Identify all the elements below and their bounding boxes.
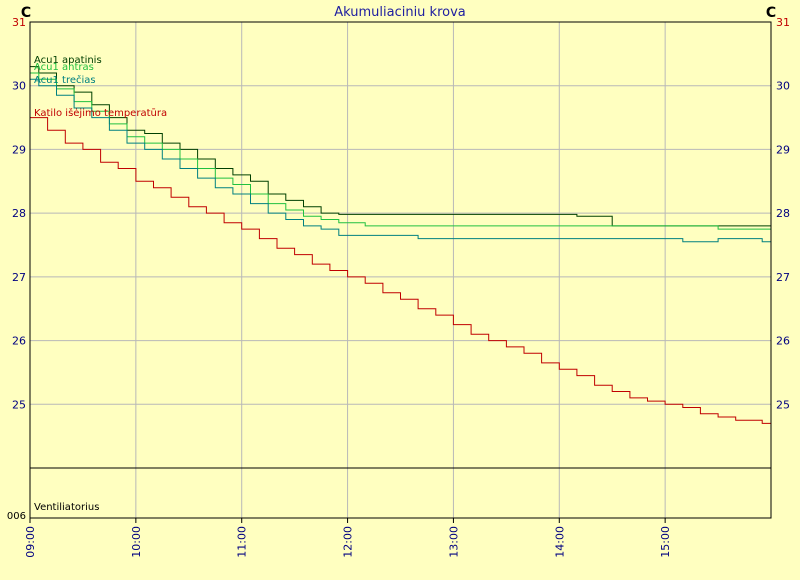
y-tick-label-right: 31 [776, 16, 790, 29]
y-tick-label-left: 28 [12, 207, 26, 220]
y-tick-label-left: 30 [12, 80, 26, 93]
y-tick-label-right: 29 [776, 143, 790, 156]
legend-entry-2: Acu1 antras [34, 62, 94, 73]
y-unit-right: C [766, 5, 776, 21]
x-tick-label: 11:00 [236, 526, 249, 558]
legend-entry-4: Katilo išėjimo temperatūra [34, 107, 167, 119]
x-tick-label: 14:00 [553, 526, 566, 558]
chart-title: Akumuliaciniu krova [334, 5, 466, 20]
y-tick-label-right: 27 [776, 271, 790, 284]
x-tick-label: 13:00 [447, 526, 460, 558]
series-line-2 [30, 72, 771, 230]
y-unit-left: C [21, 5, 31, 21]
sub-panel-axis-value: 006 [7, 511, 26, 522]
y-tick-label-left: 25 [12, 398, 26, 411]
y-tick-label-right: 26 [776, 335, 790, 348]
plot-frame [29, 21, 772, 519]
y-tick-label-left: 31 [12, 16, 26, 29]
series-line-1 [30, 66, 771, 227]
x-tick-label: 15:00 [659, 526, 672, 558]
x-tick-label: 09:00 [24, 526, 37, 558]
y-tick-label-right: 30 [776, 80, 790, 93]
x-tick-label: 12:00 [342, 526, 355, 558]
x-tick-label: 10:00 [130, 526, 143, 558]
y-tick-label-right: 25 [776, 398, 790, 411]
y-tick-label-right: 28 [776, 207, 790, 220]
legend-entry-1: Acu1 apatinis [34, 55, 102, 66]
axes: 25 25 26 26 27 27 28 28 29 29 30 30 31 31 09:00 10:00 11… [12, 16, 790, 558]
y-tick-label-left: 29 [12, 143, 26, 156]
series-line-3 [30, 78, 771, 243]
series-line-4 [30, 117, 771, 424]
legend-entry-3: Acu1 trečias [34, 74, 96, 86]
series-layer [30, 66, 771, 424]
y-tick-label-left: 26 [12, 335, 26, 348]
sub-panel-label: Ventiliatorius [34, 502, 99, 513]
y-tick-label-left: 27 [12, 271, 26, 284]
